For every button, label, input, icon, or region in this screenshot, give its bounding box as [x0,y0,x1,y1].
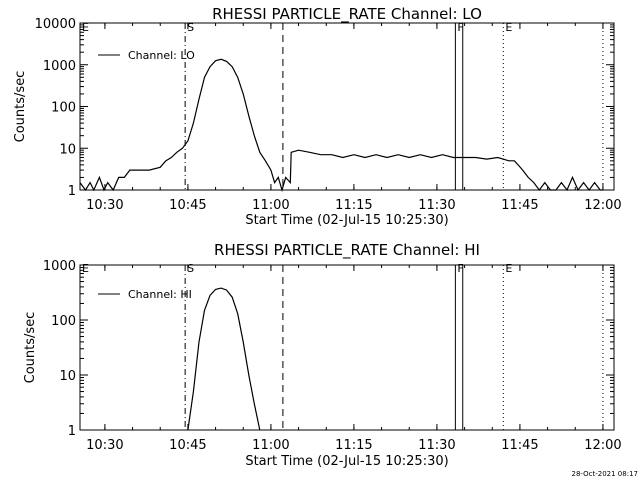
series-line [79,58,603,193]
chart-panel-hi: RHESSI PARTICLE_RATE Channel: HI 10:30 10:… [23,241,622,469]
x-tick-label: 10:30 [86,438,123,453]
chart-title: RHESSI PARTICLE_RATE Channel: HI [214,241,480,260]
y-tick-label: 1 [68,424,76,439]
y-tick-label: 1000 [43,59,76,74]
y-tick-label: 1000 [43,259,76,274]
y-axis-label: Counts/sec [13,71,28,143]
series-line [187,287,261,431]
y-tick-label: 10 [59,142,76,157]
x-tick-label: 11:00 [252,438,289,453]
x-tick-label: 11:30 [418,198,455,213]
y-tick-label: 100 [51,314,76,329]
y-tick-label: 10 [59,369,76,384]
x-tick-label: 11:15 [335,438,372,453]
x-axis-label: Start Time (02-Jul-15 10:25:30) [245,454,448,469]
event-marker-label: E [82,262,89,275]
x-tick-label: 11:15 [335,198,372,213]
x-tick-label: 10:45 [169,198,206,213]
chart-title: RHESSI PARTICLE_RATE Channel: LO [212,5,482,24]
x-tick-label: 12:00 [584,198,621,213]
x-tick-label: 12:00 [584,438,621,453]
event-marker-label: E [505,262,512,275]
x-tick-label: 11:45 [501,198,538,213]
timestamp: 28-Oct-2021 08:17 [572,470,638,478]
event-marker-label: E [82,21,89,34]
y-tick-label: 10000 [35,17,76,32]
event-marker-label: F [457,21,463,34]
x-tick-label: 11:00 [252,198,289,213]
x-tick-label: 10:45 [169,438,206,453]
event-marker-label: S [187,262,194,275]
legend-label: Channel: HI [128,288,192,301]
y-tick-label: 1 [68,184,76,199]
x-axis-label: Start Time (02-Jul-15 10:25:30) [245,213,448,228]
x-tick-label: 11:45 [501,438,538,453]
event-marker-label: E [505,21,512,34]
y-tick-label: 100 [51,101,76,116]
chart-panel-lo: RHESSI PARTICLE_RATE Channel: LO 10:30 10:… [13,5,622,228]
plot-frame [79,264,615,431]
event-marker-label: S [187,21,194,34]
event-marker-label: F [457,262,463,275]
x-tick-label: 11:30 [418,438,455,453]
x-tick-label: 10:30 [86,198,123,213]
y-axis-label: Counts/sec [23,312,38,384]
legend-label: Channel: LO [128,49,195,62]
